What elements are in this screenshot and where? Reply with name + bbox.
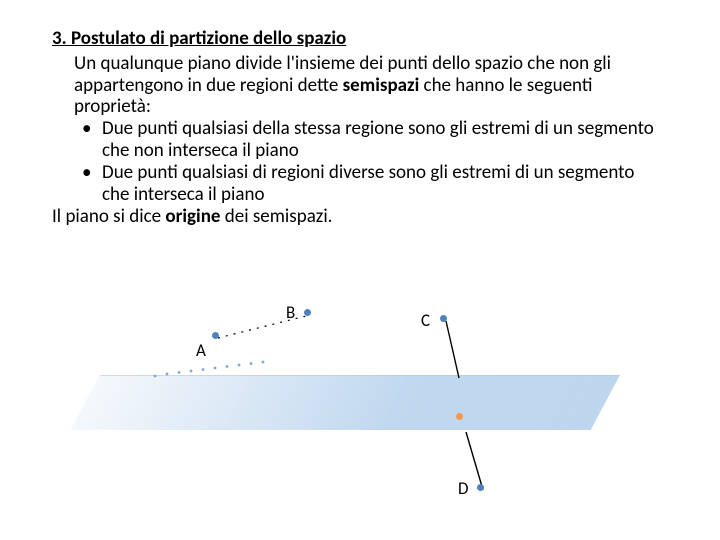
bold-origine: origine	[165, 205, 220, 228]
plane-shape	[71, 375, 620, 430]
text-content: 3. Postulato di partizione dello spazio …	[52, 28, 662, 228]
bullet-1: Due punti qualsiasi della stessa regione…	[74, 118, 662, 162]
paragraph-intro: Un qualunque piano divide l'insieme dei …	[74, 53, 662, 119]
label-d: D	[458, 478, 468, 499]
bullet-list: Due punti qualsiasi della stessa regione…	[74, 118, 662, 205]
point-a	[212, 332, 219, 339]
label-a: A	[196, 340, 206, 361]
bullet-2: Due punti qualsiasi di regioni diverse s…	[74, 162, 662, 206]
point-mid	[456, 413, 463, 420]
final-line: Il piano si dice origine dei semispazi.	[52, 206, 662, 228]
final-pre: Il piano si dice	[52, 205, 165, 228]
point-d	[477, 484, 484, 491]
bold-semispazi: semispazi	[343, 74, 420, 97]
heading: 3. Postulato di partizione dello spazio	[52, 28, 662, 51]
point-c	[440, 315, 447, 322]
point-b	[304, 309, 311, 316]
label-b: B	[286, 302, 295, 323]
final-tail: dei semispazi.	[220, 205, 332, 228]
label-c: C	[421, 310, 430, 331]
